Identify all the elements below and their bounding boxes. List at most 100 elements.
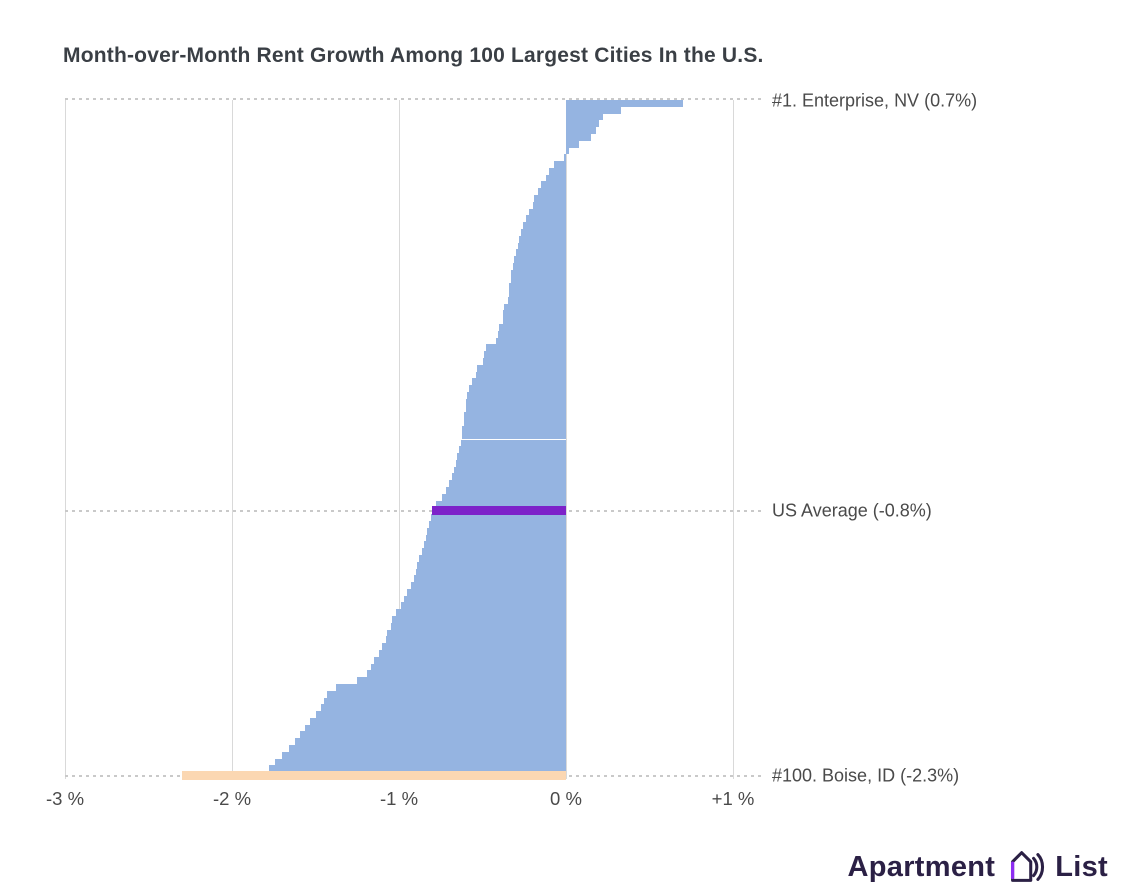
rent-growth-bar	[484, 351, 566, 358]
apartment-list-logo: Apartment List	[848, 844, 1108, 890]
rent-growth-bar	[507, 296, 566, 304]
rent-growth-bar	[566, 133, 592, 141]
dashed-line-average	[65, 509, 762, 512]
rent-growth-bar	[510, 269, 566, 277]
rent-growth-bar	[449, 480, 566, 488]
rent-growth-bar	[522, 222, 566, 229]
rent-growth-bar	[335, 683, 566, 691]
rent-growth-bar	[549, 167, 566, 175]
x-tick-label: 0 %	[550, 788, 582, 809]
rent-growth-bar	[520, 229, 566, 236]
logo-text-apartment: Apartment	[847, 850, 996, 883]
rent-growth-bar	[315, 711, 566, 718]
rent-growth-bar	[310, 717, 566, 725]
rent-growth-bar	[454, 466, 566, 474]
gridline	[565, 100, 567, 779]
rent-growth-bar	[545, 174, 566, 182]
rent-growth-bar	[462, 432, 566, 440]
rent-growth-bar	[532, 201, 566, 209]
rent-growth-bar	[566, 127, 597, 134]
plot-area	[64, 98, 762, 781]
rent-growth-bar	[566, 147, 570, 155]
rent-growth-bar	[373, 656, 566, 664]
rent-growth-bar	[429, 520, 566, 528]
x-tick-label: -3 %	[45, 788, 85, 809]
rent-growth-bar	[477, 364, 566, 372]
rent-growth-bar	[455, 459, 566, 467]
rent-growth-bar	[464, 412, 566, 420]
rent-growth-bar	[537, 188, 566, 196]
rent-growth-bar	[407, 588, 566, 596]
rent-growth-bar	[504, 303, 566, 311]
rent-growth-bar	[378, 649, 566, 657]
rent-growth-bar	[268, 765, 566, 773]
rent-growth-bar	[469, 385, 566, 392]
us-average-line	[432, 506, 566, 516]
rent-growth-bar	[534, 195, 566, 202]
rent-growth-bar	[427, 527, 566, 535]
rent-growth-bar	[485, 344, 566, 352]
annotation-top-city: #1. Enterprise, NV (0.7%)	[772, 90, 978, 111]
rent-growth-bar	[323, 697, 566, 705]
rent-growth-bar	[482, 358, 566, 365]
rent-growth-bar	[425, 534, 566, 542]
rent-growth-bar	[502, 310, 566, 318]
rent-growth-bar-bottom-city	[181, 771, 566, 781]
rent-growth-bar	[472, 378, 566, 386]
rent-growth-bar	[300, 731, 566, 739]
apartment-list-icon	[1011, 851, 1045, 882]
rent-growth-bar	[540, 181, 566, 189]
chart-title: Month-over-Month Rent Growth Among 100 L…	[63, 44, 764, 67]
rent-growth-bar	[445, 487, 566, 494]
annotation-bottom-city: #100. Boise, ID (-2.3%)	[772, 765, 960, 786]
rent-growth-bar	[452, 473, 566, 481]
rent-growth-bar	[385, 636, 566, 644]
x-tick-label: -1 %	[379, 788, 419, 809]
rent-growth-bar	[502, 317, 566, 325]
gridline	[231, 100, 233, 779]
rent-growth-bar	[509, 283, 566, 291]
rent-growth-bar	[554, 161, 566, 168]
rent-growth-bar	[327, 690, 566, 698]
rent-growth-bar	[467, 391, 566, 399]
rent-growth-bar	[462, 425, 566, 433]
rent-growth-bar	[305, 724, 566, 732]
rent-growth-bar	[414, 575, 566, 583]
x-axis: -3 % -2 % -1 % 0 % +1 %	[0, 788, 1140, 814]
rent-growth-bar	[387, 629, 566, 637]
rent-growth-bar	[499, 324, 566, 331]
rent-growth-bar	[515, 249, 566, 257]
rent-growth-bar	[430, 514, 566, 521]
gridline	[732, 100, 734, 779]
rent-growth-bar	[566, 106, 622, 114]
rent-growth-bar	[422, 548, 566, 555]
rent-growth-bar	[404, 595, 566, 603]
rent-growth-bar	[459, 446, 566, 454]
rent-growth-bar	[390, 622, 566, 630]
rent-growth-bar	[392, 616, 566, 623]
logo-text-list: List	[1055, 850, 1108, 883]
rent-growth-bar	[275, 758, 566, 766]
rent-growth-bar	[514, 256, 566, 263]
rent-growth-bar	[419, 554, 566, 562]
rent-growth-bar	[512, 262, 566, 270]
rent-growth-bar	[525, 215, 566, 223]
rent-growth-bar	[320, 704, 566, 712]
rent-growth-bar	[495, 337, 566, 345]
rent-growth-bar	[517, 242, 566, 250]
rent-growth-bar	[395, 609, 566, 617]
annotation-us-average: US Average (-0.8%)	[772, 500, 932, 521]
rent-growth-bar	[529, 208, 566, 216]
rent-growth-bar	[566, 120, 600, 128]
rent-growth-bar	[417, 561, 566, 569]
rent-growth-bar	[509, 290, 566, 297]
dashed-line-top	[65, 98, 762, 100]
gridline	[64, 100, 66, 779]
rent-growth-bar	[410, 582, 566, 589]
rent-growth-bar	[475, 371, 566, 379]
rent-growth-bar	[465, 398, 566, 406]
rent-growth-bar	[464, 419, 566, 426]
rent-growth-bar	[367, 670, 566, 678]
rent-growth-bar	[400, 602, 566, 610]
